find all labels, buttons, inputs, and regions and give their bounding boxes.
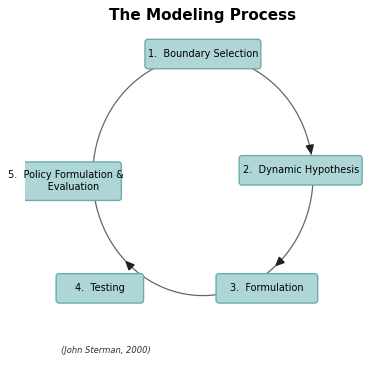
FancyBboxPatch shape [239, 156, 362, 185]
Text: 2.  Dynamic Hypothesis: 2. Dynamic Hypothesis [243, 165, 359, 175]
Text: The Modeling Process: The Modeling Process [109, 8, 296, 23]
FancyBboxPatch shape [56, 274, 144, 303]
Polygon shape [306, 145, 313, 153]
Text: 3.  Formulation: 3. Formulation [230, 283, 304, 293]
Text: (John Sterman, 2000): (John Sterman, 2000) [61, 346, 151, 355]
Text: 1.  Boundary Selection: 1. Boundary Selection [148, 49, 258, 59]
FancyBboxPatch shape [145, 40, 261, 69]
Polygon shape [174, 56, 182, 63]
FancyBboxPatch shape [11, 162, 121, 201]
Polygon shape [126, 262, 134, 270]
Polygon shape [90, 184, 97, 193]
Text: 4.  Testing: 4. Testing [75, 283, 125, 293]
FancyBboxPatch shape [216, 274, 318, 303]
Text: 5.  Policy Formulation &
     Evaluation: 5. Policy Formulation & Evaluation [8, 170, 124, 193]
Polygon shape [276, 257, 284, 265]
